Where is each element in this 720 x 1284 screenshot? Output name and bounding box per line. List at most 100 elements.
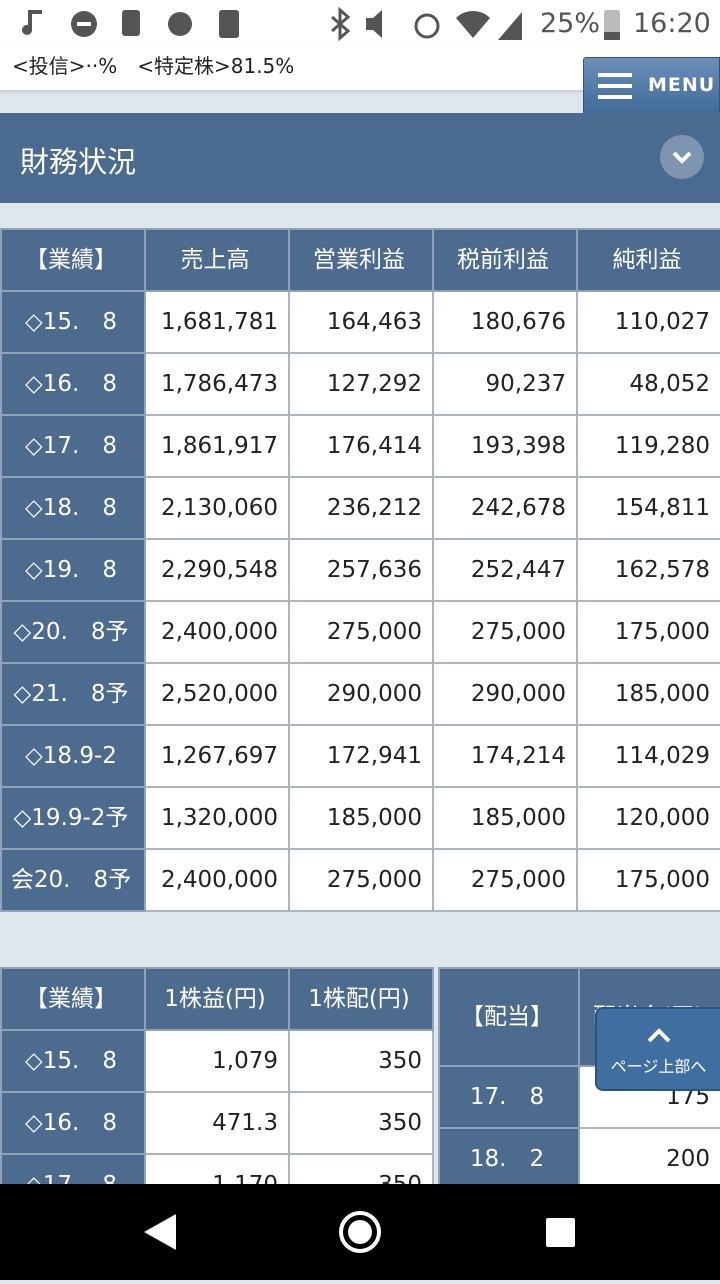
row-label: ◇17. 8 — [0, 414, 146, 478]
cell: 257,636 — [288, 538, 434, 602]
data-row: 会20. 8予 2,400,000 275,000 275,000 175,000 — [0, 848, 720, 912]
row-label: 会20. 8予 — [0, 848, 146, 912]
cell: 119,280 — [576, 414, 720, 478]
cell: 242,678 — [432, 476, 578, 540]
results-table: 【業績】 売上高 営業利益 税前利益 純利益 ◇15. 8 1,681,781 164,463… — [0, 228, 720, 912]
back-button[interactable] — [144, 1214, 176, 1250]
row-label: ◇15. 8 — [0, 290, 146, 354]
row-label: ◇19. 8 — [0, 538, 146, 602]
row-label: ◇17. 8 — [0, 1153, 146, 1184]
cell: 164,463 — [288, 290, 434, 354]
cell: 48,052 — [576, 352, 720, 416]
cell: 2,520,000 — [144, 662, 290, 726]
recents-button[interactable] — [546, 1218, 575, 1247]
data-row: ◇17. 8 1,861,917 176,414 193,398 119,280 — [0, 414, 720, 478]
home-button[interactable] — [339, 1211, 381, 1253]
column-header: 売上高 — [144, 228, 290, 292]
cell: 290,000 — [432, 662, 578, 726]
cell: 114,029 — [576, 724, 720, 788]
cell: 1,267,697 — [144, 724, 290, 788]
cell: 275,000 — [288, 600, 434, 664]
data-row: ◇18. 8 2,130,060 236,212 242,678 154,811 — [0, 476, 720, 540]
cell: 1,681,781 — [144, 290, 290, 354]
menu-icon — [598, 73, 632, 99]
row-label: 17. 8 — [438, 1065, 580, 1129]
cell: 1,079 — [144, 1029, 290, 1093]
row-label: ◇15. 8 — [0, 1029, 146, 1093]
cell: 2,400,000 — [144, 848, 290, 912]
cell: 350 — [288, 1091, 434, 1155]
row-label: ◇19.9-2予 — [0, 786, 146, 850]
cell: 185,000 — [432, 786, 578, 850]
column-header: 純利益 — [576, 228, 720, 292]
expand-icon — [660, 135, 704, 179]
cell: 350 — [288, 1153, 434, 1184]
data-row: ◇15. 8 1,681,781 164,463 180,676 110,027 — [0, 290, 720, 354]
cell: 172,941 — [288, 724, 434, 788]
column-header: 1株益(円) — [144, 967, 290, 1031]
header-row: 【業績】 1株益(円) 1株配(円) — [0, 967, 434, 1031]
page-top-button[interactable]: ページ上部へ — [595, 1007, 720, 1091]
per-share-table: 【業績】 1株益(円) 1株配(円) ◇15. 8 1,079 350 ◇16. 8 471.… — [0, 967, 434, 1184]
data-row: ◇18.9-2 1,267,697 172,941 174,214 114,029 — [0, 724, 720, 788]
menu-button[interactable]: MENU — [583, 57, 720, 115]
row-label: ◇16. 8 — [0, 352, 146, 416]
data-row: ◇15. 8 1,079 350 — [0, 1029, 434, 1093]
cell: 175,000 — [576, 848, 720, 912]
cell: 175,000 — [576, 600, 720, 664]
data-row: ◇19.9-2予 1,320,000 185,000 185,000 120,000 — [0, 786, 720, 850]
holding-text: <投信>··% <特定株>81.5% — [12, 54, 295, 78]
status-bar: 25% 16:20 — [0, 0, 720, 48]
cell: 275,000 — [288, 848, 434, 912]
clock: 16:20 — [633, 8, 711, 39]
cell: 2,130,060 — [144, 476, 290, 540]
cell: 180,676 — [432, 290, 578, 354]
cell: 1,786,473 — [144, 352, 290, 416]
cell: 200 — [578, 1127, 720, 1184]
column-header: 【配当】 — [438, 967, 580, 1067]
cell: 1,320,000 — [144, 786, 290, 850]
cell: 193,398 — [432, 414, 578, 478]
cell: 275,000 — [432, 600, 578, 664]
row-label: ◇18. 8 — [0, 476, 146, 540]
section-header[interactable]: 財務状況 — [0, 113, 720, 203]
header-row: 【業績】 売上高 営業利益 税前利益 純利益 — [0, 228, 720, 292]
cell: 162,578 — [576, 538, 720, 602]
row-label: ◇21. 8予 — [0, 662, 146, 726]
page-top-label: ページ上部へ — [610, 1057, 707, 1076]
cell: 2,290,548 — [144, 538, 290, 602]
cell: 1,170 — [144, 1153, 290, 1184]
cell: 471.3 — [144, 1091, 290, 1155]
data-row: ◇16. 8 1,786,473 127,292 90,237 48,052 — [0, 352, 720, 416]
row-label: ◇18.9-2 — [0, 724, 146, 788]
data-row: ◇17. 81,170350 — [0, 1153, 434, 1184]
cell: 127,292 — [288, 352, 434, 416]
cell: 275,000 — [432, 848, 578, 912]
cell: 176,414 — [288, 414, 434, 478]
status-icons — [22, 6, 620, 42]
cell: 90,237 — [432, 352, 578, 416]
cell: 154,811 — [576, 476, 720, 540]
section-title: 財務状況 — [20, 145, 137, 179]
nav-icons — [144, 1211, 575, 1253]
data-row: ◇21. 8予 2,520,000 290,000 290,000 185,000 — [0, 662, 720, 726]
row-label: ◇16. 8 — [0, 1091, 146, 1155]
cell: 350 — [288, 1029, 434, 1093]
cell: 110,027 — [576, 290, 720, 354]
cell: 236,212 — [288, 476, 434, 540]
cell: 174,214 — [432, 724, 578, 788]
cell: 290,000 — [288, 662, 434, 726]
column-header: 1株配(円) — [288, 967, 434, 1031]
battery-level: 25% — [540, 8, 601, 39]
column-header: 【業績】 — [0, 967, 146, 1031]
data-row: 18. 2 200 — [438, 1127, 720, 1184]
menu-label: MENU — [648, 74, 716, 96]
row-label: 18. 2 — [438, 1127, 580, 1184]
content: 【業績】 売上高 営業利益 税前利益 純利益 ◇15. 8 1,681,781 164,463… — [0, 203, 720, 1184]
data-row: ◇19. 8 2,290,548 257,636 252,447 162,578 — [0, 538, 720, 602]
data-row: ◇16. 8 471.3 350 — [0, 1091, 434, 1155]
row-label: ◇20. 8予 — [0, 600, 146, 664]
cell: 2,400,000 — [144, 600, 290, 664]
cell: 1,861,917 — [144, 414, 290, 478]
